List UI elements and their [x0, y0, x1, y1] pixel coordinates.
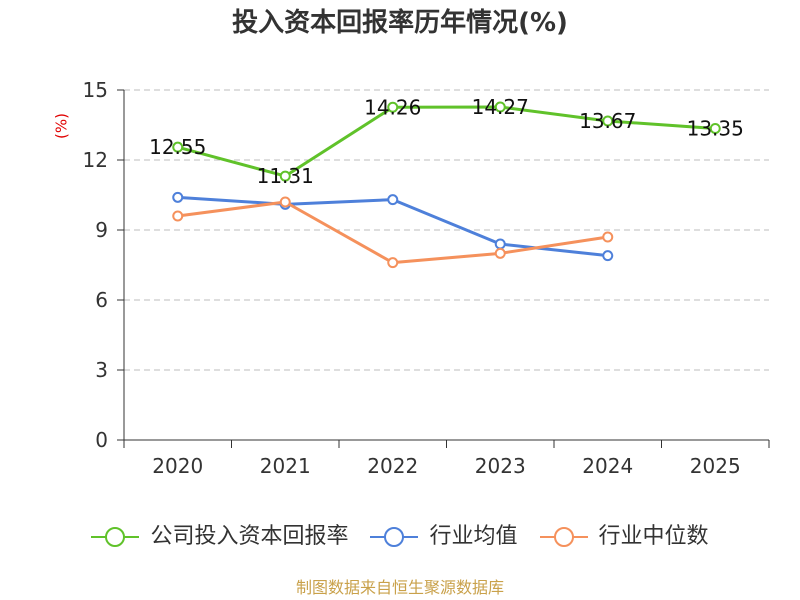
- data-label-0-2022: 14.26: [364, 95, 421, 119]
- y-tick-label-0: 0: [95, 428, 108, 452]
- data-point-0-2023: [494, 101, 506, 113]
- series-line-0: [176, 105, 717, 178]
- x-tick-label-2022: 2022: [367, 454, 418, 478]
- legend-item-industry-mean: 行业均值: [370, 521, 518, 553]
- data-label-0-2023: 14.27: [472, 95, 529, 119]
- data-point-2-2020: [172, 210, 184, 222]
- series-2: [172, 196, 614, 269]
- y-tick-label-12: 12: [83, 148, 108, 172]
- chart-title: 投入资本回报率历年情况(%): [232, 8, 568, 38]
- data-point-0-2024: [602, 115, 614, 127]
- legend-marker-industry-median: [539, 527, 588, 547]
- axes: [117, 89, 770, 448]
- legend-circle-industry-mean: [384, 527, 405, 547]
- y-tick-labels: 0 3 6 9 12 15: [83, 78, 108, 452]
- gridlines: [124, 89, 769, 371]
- y-axis-label: (%): [53, 113, 71, 139]
- data-point-0-2021: [279, 170, 291, 182]
- data-point-0-2022: [387, 101, 399, 113]
- data-point-1-2023: [494, 238, 506, 250]
- data-label-0-2025: 13.35: [687, 117, 744, 141]
- data-label-0-2024: 13.67: [579, 109, 636, 133]
- legend-marker-industry-mean: [370, 527, 419, 547]
- y-tick-label-6: 6: [95, 288, 108, 312]
- x-tick-label-2023: 2023: [475, 454, 526, 478]
- legend-circle-company-roic: [105, 527, 126, 547]
- legend-label-industry-mean: 行业均值: [429, 524, 518, 549]
- data-point-2-2024: [602, 231, 614, 243]
- data-point-2-2021: [279, 196, 291, 208]
- data-point-0-2020: [172, 141, 184, 153]
- legend-item-industry-median: 行业中位数: [539, 521, 709, 553]
- data-label-0-2020: 12.55: [149, 135, 206, 159]
- legend-label-industry-median: 行业中位数: [598, 524, 709, 549]
- plot-area: (%) 0 3 6 9 12 15 2020 2021 2022 2023 2024 2025 12.5…: [53, 78, 770, 478]
- legend: 公司投入资本回报率 行业均值 行业中位数: [0, 521, 800, 553]
- data-point-1-2022: [387, 194, 399, 206]
- legend-item-company-roic: 公司投入资本回报率: [91, 521, 348, 553]
- y-tick-label-3: 3: [95, 358, 108, 382]
- x-tick-labels: 2020 2021 2022 2023 2024 2025: [152, 454, 740, 478]
- x-tick-label-2025: 2025: [690, 454, 741, 478]
- x-tick-label-2021: 2021: [260, 454, 311, 478]
- series-line-2: [176, 200, 610, 265]
- series-1: [172, 191, 614, 262]
- y-tick-label-9: 9: [95, 218, 108, 242]
- x-tick-label-2024: 2024: [582, 454, 633, 478]
- legend-label-company-roic: 公司投入资本回报率: [150, 524, 349, 549]
- data-point-2-2023: [494, 247, 506, 259]
- data-point-1-2024: [602, 250, 614, 262]
- y-tick-label-15: 15: [83, 78, 108, 102]
- legend-circle-industry-median: [553, 527, 574, 547]
- data-labels-0: 12.55 11.31 14.26 14.27 13.67 13.35: [149, 95, 744, 188]
- data-point-2-2022: [387, 257, 399, 269]
- data-point-1-2020: [172, 191, 184, 203]
- legend-marker-company-roic: [91, 527, 140, 547]
- x-tick-label-2020: 2020: [152, 454, 203, 478]
- source-note: 制图数据来自恒生聚源数据库: [295, 578, 504, 597]
- data-point-0-2025: [709, 123, 721, 134]
- series-0: [172, 101, 721, 182]
- data-label-0-2021: 11.31: [257, 164, 314, 188]
